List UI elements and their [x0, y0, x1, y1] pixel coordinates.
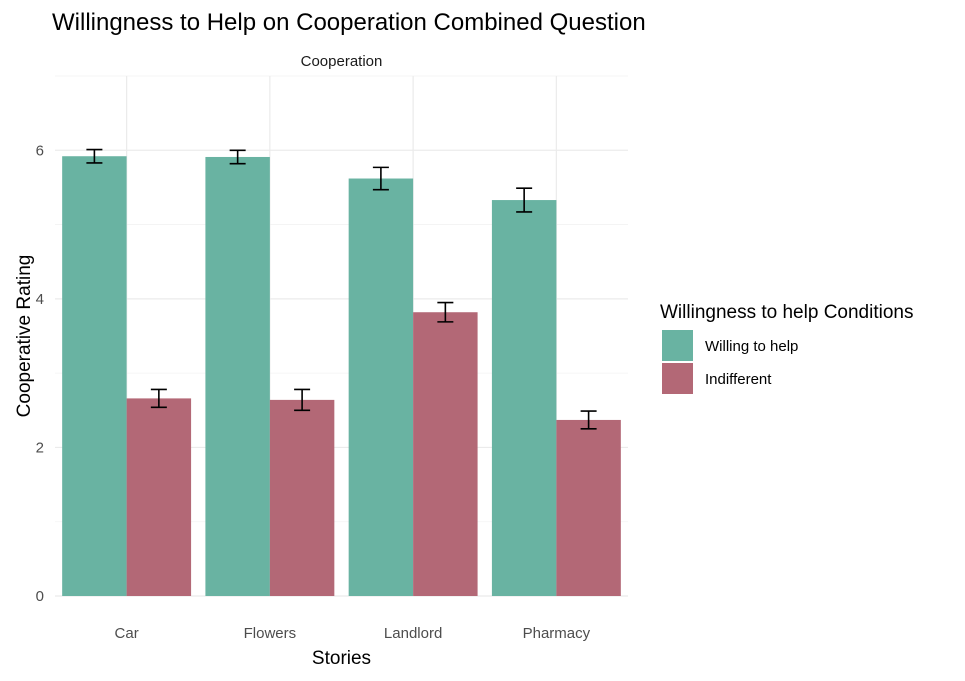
y-tick-label: 4 [36, 291, 44, 308]
error-bar [372, 166, 389, 191]
chart-title: Willingness to Help on Cooperation Combi… [52, 9, 646, 36]
error-bar [229, 149, 246, 165]
x-tick-label: Landlord [384, 625, 442, 642]
legend-label: Willing to help [705, 338, 798, 355]
bar [62, 156, 127, 596]
y-tick-label: 0 [36, 588, 44, 605]
legend-swatch [662, 363, 693, 394]
bar [491, 200, 557, 597]
x-axis-title: Stories [312, 648, 371, 669]
error-bar [86, 148, 103, 164]
legend-title: Willingness to help Conditions [660, 302, 913, 323]
bar [269, 399, 335, 596]
error-bar [516, 187, 533, 213]
error-bar [580, 410, 597, 430]
error-bar [294, 388, 311, 412]
y-axis-ticks: 0 2 4 6 [36, 142, 44, 605]
bars [62, 156, 621, 597]
legend: Willingness to help Conditions Willing t… [660, 302, 913, 394]
y-tick-label: 2 [36, 439, 44, 456]
y-tick-label: 6 [36, 142, 44, 159]
legend-label: Indifferent [705, 371, 772, 388]
error-bar [150, 388, 167, 409]
bar [348, 178, 414, 596]
x-tick-label: Car [115, 625, 139, 642]
x-tick-label: Pharmacy [523, 625, 591, 642]
facet-label: Cooperation [301, 53, 383, 70]
bar [126, 398, 192, 596]
bar [413, 312, 478, 596]
x-axis-ticks: Car Flowers Landlord Pharmacy [115, 625, 591, 642]
x-tick-label: Flowers [244, 625, 297, 642]
legend-swatch [662, 330, 693, 361]
error-bars [86, 148, 597, 430]
bar [556, 419, 621, 596]
bar [205, 156, 270, 596]
y-axis-title: Cooperative Rating [14, 255, 35, 418]
error-bar [437, 301, 454, 323]
